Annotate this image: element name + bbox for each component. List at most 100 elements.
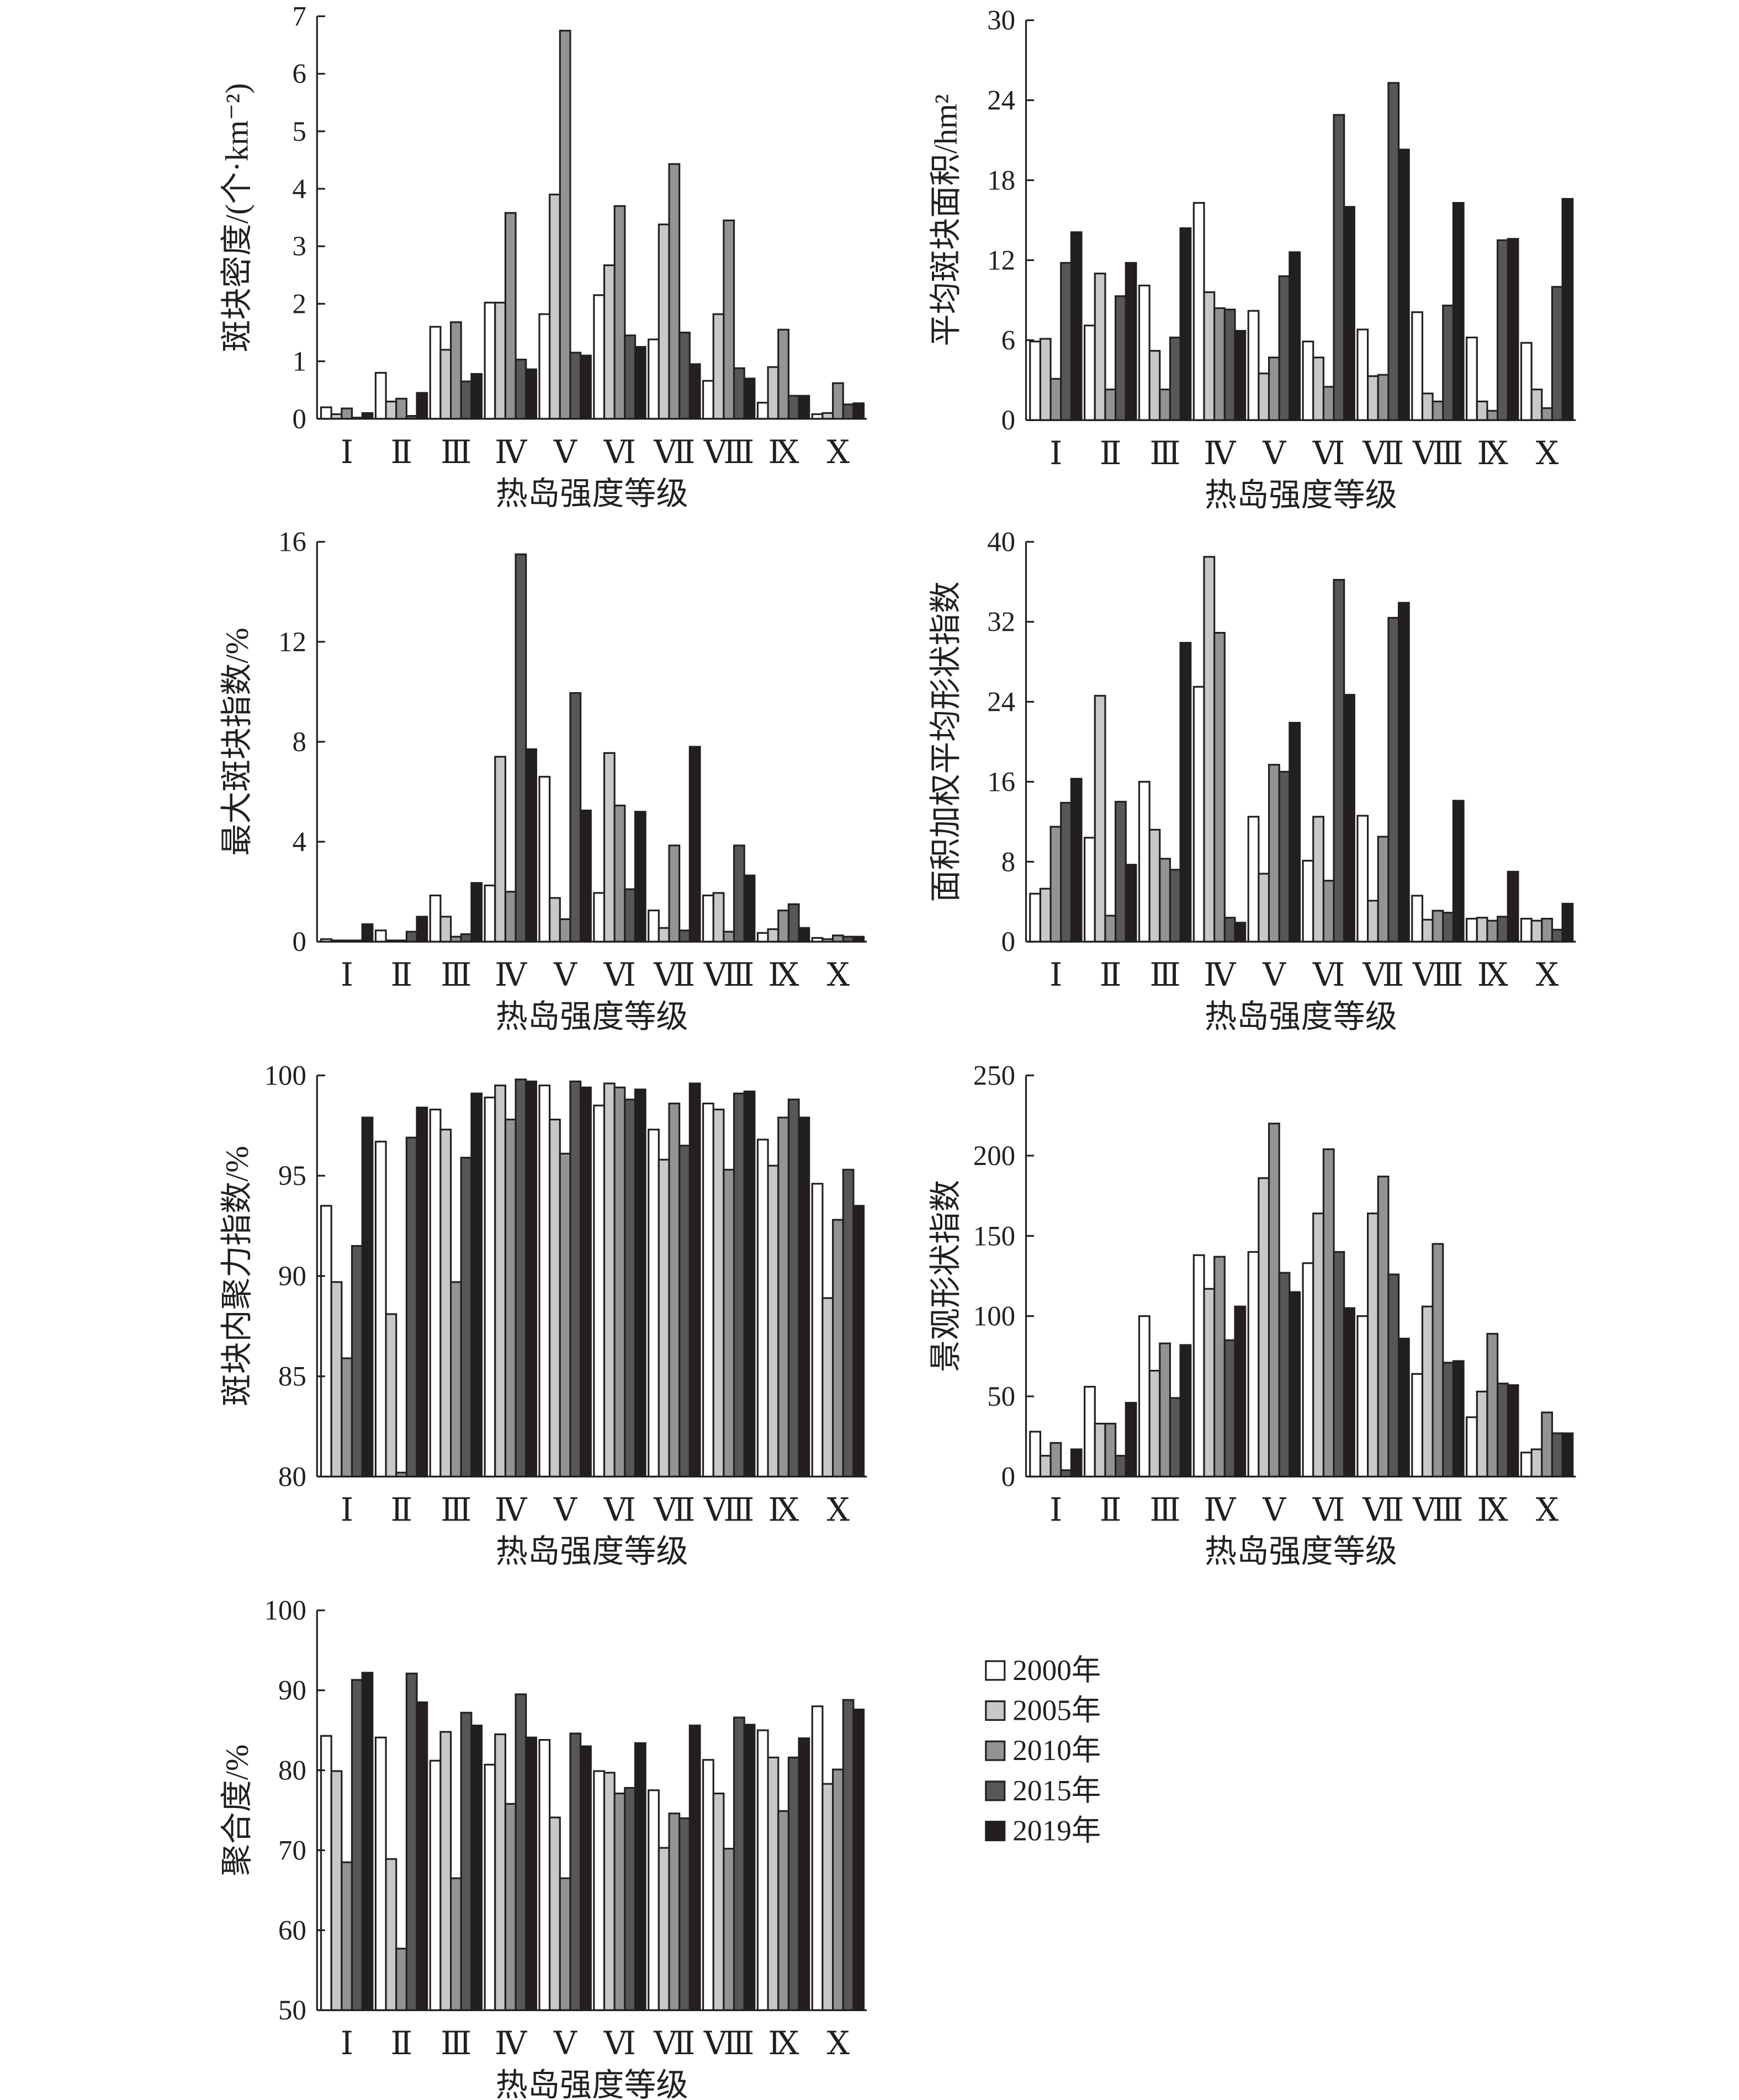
bar-2015年-Ⅰ <box>351 1679 363 2011</box>
x-tick-label: Ⅲ <box>1149 957 1180 993</box>
bar-2005年-Ⅱ <box>1094 695 1106 943</box>
bar-2005年-Ⅶ <box>658 224 670 420</box>
bar-2010年-Ⅲ <box>1159 858 1171 943</box>
bar-2010年-Ⅳ <box>1213 1256 1226 1478</box>
bar-2000年-Ⅰ <box>320 406 332 420</box>
bar-2019年-Ⅸ <box>798 1117 810 1478</box>
bar-2010年-Ⅷ <box>1432 400 1444 421</box>
bar-2019年-Ⅷ <box>743 874 756 943</box>
chart-panel-1: 0 1 2 3 4 5 6 7 Ⅰ Ⅱ Ⅲ Ⅳ Ⅴ Ⅵ Ⅶ Ⅷ Ⅸ Ⅹ 热岛强度等级 斑块密度/(个·km⁻²) <box>219 1 867 512</box>
bar-2005年-Ⅲ <box>439 1129 452 1478</box>
y-tick-label: 95 <box>278 1161 306 1192</box>
chart-panel-2: 0 6 12 18 24 30 Ⅰ Ⅱ Ⅲ Ⅳ Ⅴ Ⅵ Ⅶ Ⅷ Ⅸ Ⅹ 热岛强度等级 平均斑块面积/hm² <box>928 6 1576 513</box>
bar-2015年-Ⅷ <box>733 367 745 420</box>
x-tick-label: Ⅵ <box>1312 435 1345 471</box>
bar-2000年-Ⅶ <box>1356 1315 1369 1478</box>
y-tick-label: 50 <box>278 1995 306 2026</box>
bar-2019年-Ⅵ <box>1343 1307 1355 1478</box>
x-tick-label: Ⅱ <box>391 2025 413 2061</box>
bar-2019年-Ⅵ <box>634 1742 646 2011</box>
y-tick-label: 6 <box>292 59 306 90</box>
bar-2005年-Ⅸ <box>1476 1390 1488 1478</box>
y-tick-label: 90 <box>278 1676 306 1706</box>
bar-2015年-Ⅲ <box>460 933 473 943</box>
bar-2019年-Ⅳ <box>1234 329 1247 421</box>
y-axis-label: 斑块密度/(个·km⁻²) <box>219 83 255 352</box>
bar-2019年-Ⅷ <box>743 1091 756 1478</box>
y-tick-label: 0 <box>292 927 306 958</box>
bar-2015年-Ⅱ <box>1115 801 1127 943</box>
y-tick-label: 32 <box>987 607 1015 638</box>
x-tick-label: Ⅵ <box>1312 957 1345 993</box>
bar-2010年-Ⅶ <box>668 844 681 943</box>
x-axis-label: 热岛强度等级 <box>496 2067 688 2100</box>
bar-2010年-Ⅷ <box>1432 1243 1444 1478</box>
x-tick-label: Ⅷ <box>1412 1492 1464 1528</box>
bar-2000年-Ⅲ <box>429 326 442 420</box>
bar-2019年-Ⅰ <box>1070 1448 1083 1478</box>
bar-2005年-Ⅷ <box>712 892 725 943</box>
bar-2005年-Ⅹ <box>1530 1448 1543 1478</box>
bar-2000年-Ⅹ <box>1520 342 1533 421</box>
x-tick-label: Ⅸ <box>768 1492 799 1528</box>
bar-2000年-Ⅶ <box>648 1789 660 2011</box>
bar-2010年-Ⅸ <box>777 1810 789 2011</box>
bar-2010年-Ⅸ <box>1486 1333 1499 1478</box>
bar-2015年-Ⅳ <box>515 1693 527 2011</box>
bar-2019年-Ⅰ <box>361 1117 374 1478</box>
bar-2000年-Ⅸ <box>1466 1416 1478 1478</box>
x-tick-label: Ⅳ <box>1203 1492 1236 1528</box>
bar-2019年-Ⅶ <box>688 1724 701 2011</box>
bar-2005年-Ⅸ <box>767 1756 780 2011</box>
bar-2010年-Ⅳ <box>504 212 517 420</box>
legend-swatch <box>985 1740 1006 1761</box>
x-tick-label: Ⅸ <box>1477 957 1508 993</box>
bar-2010年-Ⅰ <box>1049 1442 1062 1478</box>
bar-2015年-Ⅸ <box>1497 1383 1509 1478</box>
bar-2000年-Ⅳ <box>1192 202 1205 421</box>
bar-2000年-Ⅹ <box>1520 1452 1533 1478</box>
legend: 2000年 2005年 2010年 2015年 2019年 <box>985 1654 1101 1847</box>
bar-2000年-Ⅶ <box>648 338 660 420</box>
bar-2019年-Ⅳ <box>525 748 537 943</box>
bar-2000年-Ⅴ <box>1247 1251 1260 1478</box>
y-axis-label: 聚合度/% <box>219 1745 255 1876</box>
x-tick-label: Ⅴ <box>1262 957 1286 993</box>
legend-swatch <box>985 1660 1006 1681</box>
x-tick-label: Ⅵ <box>603 1492 636 1528</box>
x-axis-label: 热岛强度等级 <box>1205 477 1397 513</box>
x-tick-label: Ⅲ <box>1149 435 1180 471</box>
bar-2019年-Ⅱ <box>416 1107 428 1478</box>
bar-2000年-Ⅵ <box>593 892 606 943</box>
bar-2000年-Ⅲ <box>1138 780 1151 943</box>
bar-2000年-Ⅶ <box>648 1129 660 1478</box>
bar-2019年-Ⅷ <box>1452 202 1465 421</box>
bar-2015年-Ⅸ <box>1497 239 1509 421</box>
bar-2010年-Ⅱ <box>1104 389 1117 421</box>
x-tick-label: Ⅷ <box>703 957 755 993</box>
bar-2000年-Ⅷ <box>1411 311 1424 421</box>
y-tick-label: 12 <box>278 627 306 658</box>
bar-2010年-Ⅷ <box>723 219 735 420</box>
legend-swatch <box>985 1780 1006 1801</box>
bar-2019年-Ⅴ <box>580 1745 592 2011</box>
bar-2010年-Ⅴ <box>1268 357 1280 421</box>
bar-2000年-Ⅵ <box>1302 859 1314 943</box>
chart-panel-7: 50 60 70 80 90 100 Ⅰ Ⅱ Ⅲ Ⅳ Ⅴ Ⅵ Ⅶ Ⅷ Ⅸ Ⅹ 热岛强度等级 聚合度/% <box>219 1596 867 2100</box>
bar-2010年-Ⅱ <box>395 1948 407 2011</box>
bar-2010年-Ⅵ <box>1322 880 1335 943</box>
bar-2000年-Ⅲ <box>429 1759 442 2011</box>
x-tick-label: Ⅳ <box>495 2025 527 2061</box>
bar-2015年-Ⅳ <box>1223 309 1236 421</box>
bar-2005年-Ⅶ <box>1367 375 1379 421</box>
bar-2010年-Ⅵ <box>1322 386 1335 421</box>
bar-2015年-Ⅶ <box>678 1145 691 1478</box>
x-tick-label: Ⅸ <box>1477 435 1508 471</box>
bar-2005年-Ⅷ <box>712 313 725 420</box>
bar-2005年-Ⅸ <box>1476 400 1488 421</box>
bar-2005年-Ⅴ <box>1258 873 1270 943</box>
bar-2019年-Ⅶ <box>1397 148 1410 421</box>
y-tick-label: 30 <box>987 6 1015 36</box>
y-tick-label: 2 <box>292 289 306 320</box>
bar-2015年-Ⅰ <box>351 1245 363 1478</box>
